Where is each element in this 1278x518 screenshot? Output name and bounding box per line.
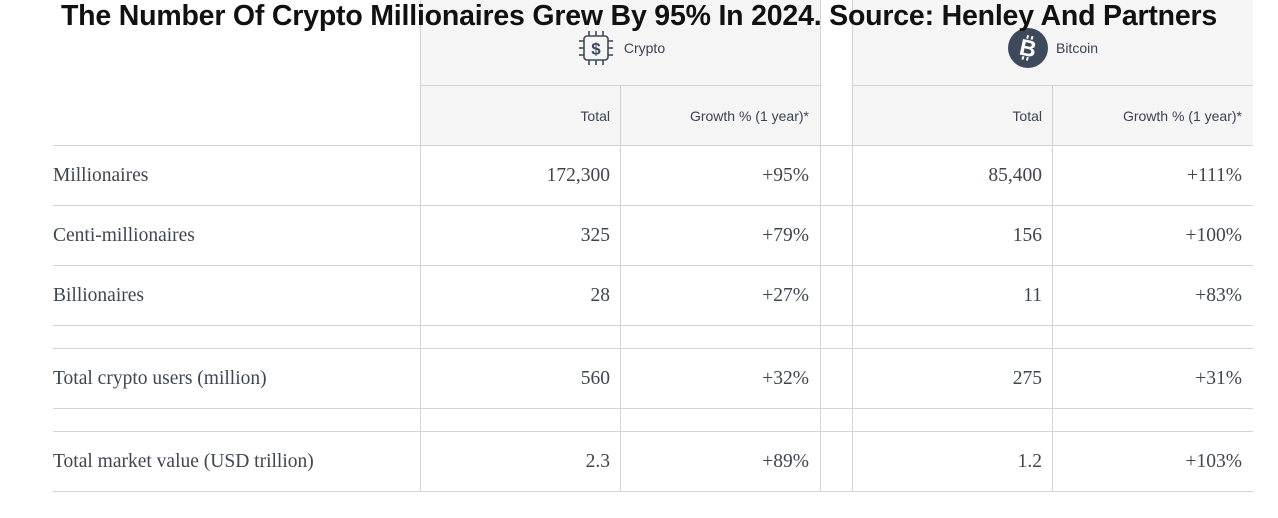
crypto-growth-cell: +32% [762,368,809,389]
crypto-growth-cell: +27% [762,285,809,306]
bitcoin-total-cell: 11 [1023,285,1042,306]
bitcoin-icon: B [1007,28,1048,68]
bitcoin-total-cell: 156 [1012,225,1042,246]
svg-text:B: B [1017,34,1039,63]
crypto-growth-header: Growth % (1 year)* [689,107,809,124]
grid-line [420,0,421,492]
bitcoin-group-header: B Bitcoin [853,28,1253,68]
grid-line [852,0,853,492]
grid-line [53,205,1253,206]
svg-text:$: $ [591,40,601,59]
crypto-total-cell: 2.3 [585,451,610,472]
bitcoin-growth-cell: +83% [1195,285,1242,306]
crypto-total-cell: 560 [580,368,610,389]
grid-line [820,0,821,492]
bitcoin-total-cell: 1.2 [1017,451,1042,472]
bitcoin-group-label: Bitcoin [1055,40,1099,56]
bitcoin-growth-cell: +111% [1186,165,1242,186]
crypto-group-header: $ Crypto [421,28,820,68]
grid-line [620,86,621,492]
bitcoin-growth-cell: +100% [1185,225,1243,246]
grid-line [53,348,1253,349]
bitcoin-growth-cell: +31% [1195,368,1242,389]
crypto-total-cell: 325 [580,225,610,246]
grid-line [53,491,1253,492]
bitcoin-growth-header: Growth % (1 year)* [1122,107,1242,124]
crypto-growth-cell: +95% [762,165,809,186]
bitcoin-header-bg [853,0,1253,145]
row-label: Centi-millionaires [53,225,195,246]
bitcoin-total-cell: 275 [1012,368,1042,389]
row-label: Total market value (USD trillion) [53,451,314,472]
crypto-total-cell: 172,300 [546,165,610,186]
crypto-growth-cell: +89% [762,451,809,472]
bitcoin-total-cell: 85,400 [988,165,1042,186]
row-label: Total crypto users (million) [53,368,267,389]
grid-line [53,431,1253,432]
crypto-chip-icon: $ [576,28,616,68]
grid-line [853,85,1253,86]
grid-line [53,265,1253,266]
crypto-total-header: Total [580,107,610,124]
grid-line [53,325,1253,326]
crypto-total-cell: 28 [590,285,611,306]
bitcoin-growth-cell: +103% [1185,451,1243,472]
row-label: Millionaires [53,165,149,186]
grid-line [421,85,820,86]
grid-line [53,408,1253,409]
grid-line [53,145,1253,146]
grid-line [1052,86,1053,492]
chart-title: The Number Of Crypto Millionaires Grew B… [60,0,1218,32]
row-label: Billionaires [53,285,144,306]
crypto-growth-cell: +79% [762,225,809,246]
crypto-group-label: Crypto [623,40,666,56]
bitcoin-total-header: Total [1012,107,1042,124]
